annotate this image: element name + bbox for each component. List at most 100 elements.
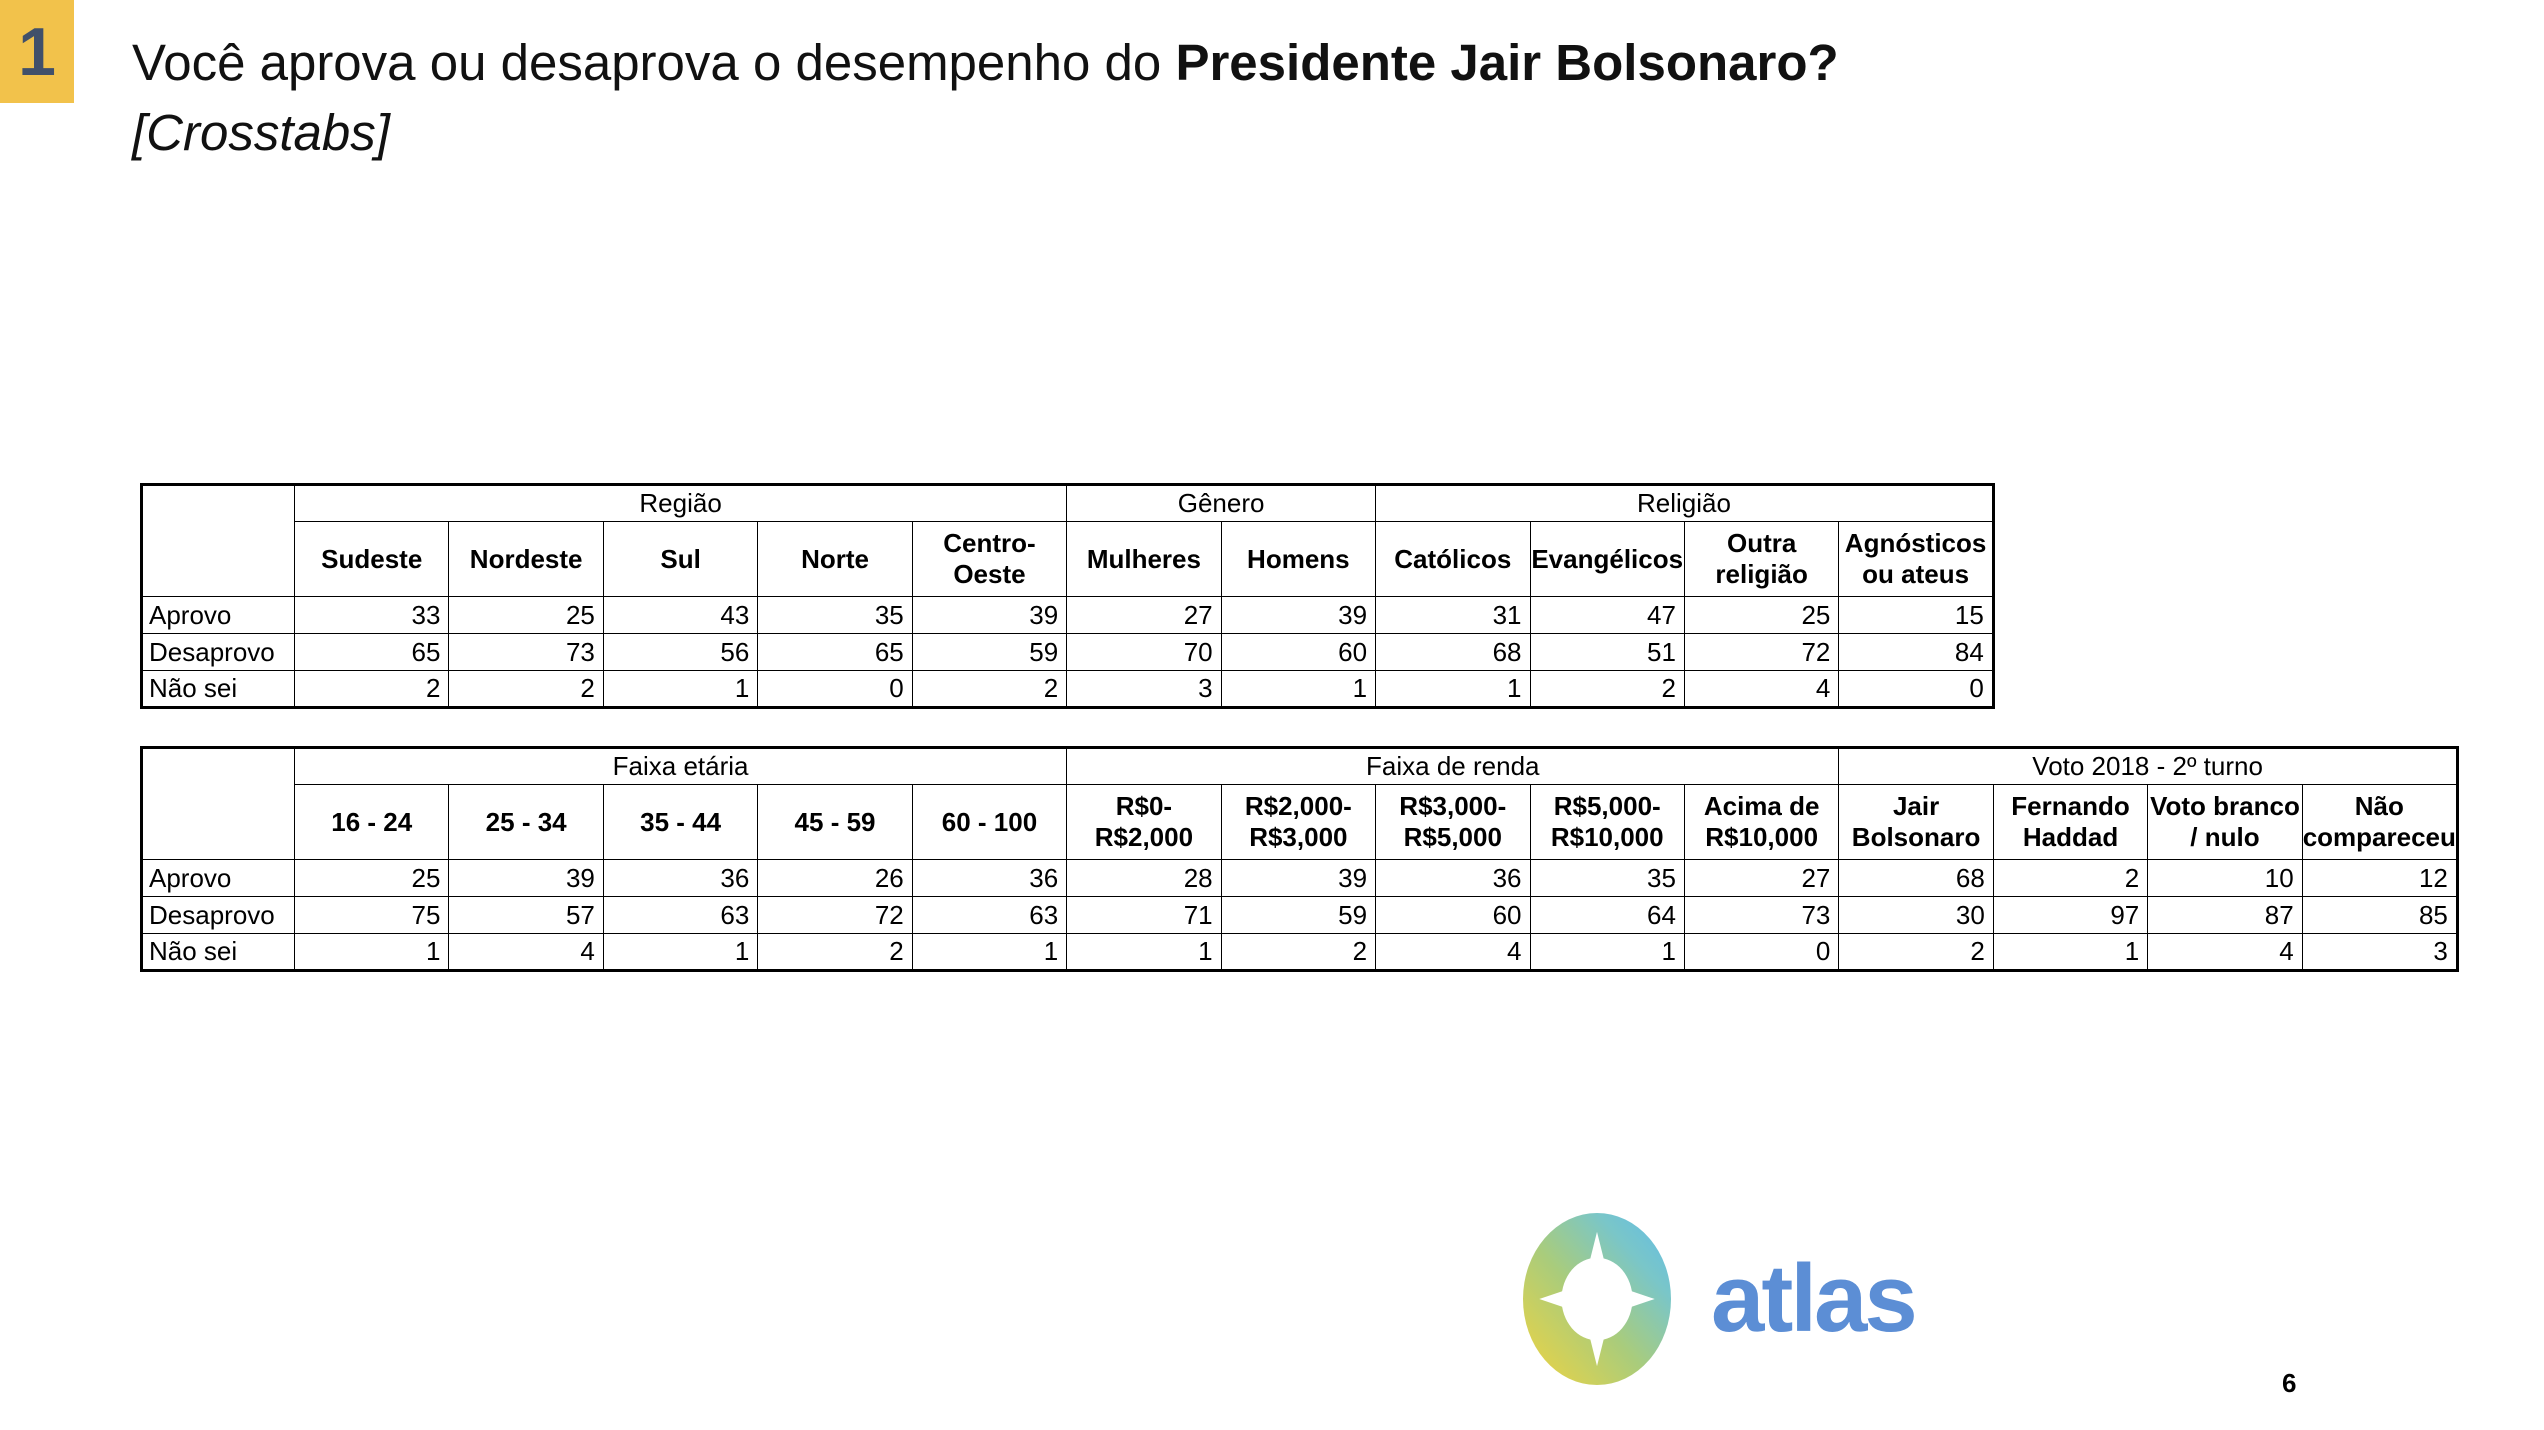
table1-value-cell: 2: [293, 670, 450, 708]
table2-column-header: R$2,000- R$3,000: [1220, 784, 1377, 860]
table1-value-cell: 47: [1529, 596, 1685, 634]
table1-value-cell: 73: [448, 633, 604, 671]
table2-value-cell: 87: [2147, 896, 2303, 934]
table2-value-cell: 2: [757, 933, 913, 971]
table1-value-cell: 51: [1529, 633, 1685, 671]
table1-value-cell: 84: [1838, 633, 1994, 671]
table2-value-cell: 39: [1220, 859, 1377, 897]
table2-value-cell: 72: [757, 896, 913, 934]
table1-value-cell: 4: [1683, 670, 1840, 708]
table1-value-cell: 70: [1066, 633, 1222, 671]
table1-value-cell: 59: [911, 633, 1068, 671]
table2-column-header: R$0- R$2,000: [1066, 784, 1222, 860]
table2-column-header: R$3,000- R$5,000: [1375, 784, 1531, 860]
table1-value-cell: 0: [757, 670, 913, 708]
table1-value-cell: 39: [1220, 596, 1377, 634]
table2-group-header: Voto 2018 - 2º turno: [1838, 747, 2458, 785]
table2-value-cell: 97: [1992, 896, 2149, 934]
table1-value-cell: 72: [1683, 633, 1840, 671]
table2-column-header: 25 - 34: [448, 784, 604, 860]
table2-column-header: 60 - 100: [911, 784, 1068, 860]
page-number: 6: [2282, 1368, 2297, 1398]
table1-row-label: Desaprovo: [141, 633, 295, 671]
table2-value-cell: 36: [602, 859, 759, 897]
table1-value-cell: 2: [911, 670, 1068, 708]
table2-value-cell: 2: [1838, 933, 1994, 971]
table1-value-cell: 35: [757, 596, 913, 634]
table1-column-header: Centro- Oeste: [911, 521, 1068, 597]
table2-value-cell: 30: [1838, 896, 1994, 934]
table2-value-cell: 3: [2301, 933, 2458, 971]
table1-value-cell: 2: [1529, 670, 1685, 708]
table2-value-cell: 63: [911, 896, 1068, 934]
table1-column-header: Agnósticos ou ateus: [1838, 521, 1994, 597]
crosstab-table-age-income-vote: Faixa etária Faixa de renda Voto 2018 - 2º…: [140, 746, 2459, 972]
table1-row-label: Não sei: [141, 670, 295, 708]
table2-row-label: Não sei: [141, 933, 295, 971]
slide-number-badge: 1: [0, 0, 74, 103]
table1-corner-cell: [141, 484, 295, 597]
table2-value-cell: 1: [1529, 933, 1685, 971]
table1-column-header: Sudeste: [293, 521, 450, 597]
table2-value-cell: 1: [1992, 933, 2149, 971]
table2-value-cell: 63: [602, 896, 759, 934]
table2-column-header: R$5,000- R$10,000: [1529, 784, 1685, 860]
table1-value-cell: 68: [1375, 633, 1531, 671]
table2-group-header: Faixa de renda: [1066, 747, 1840, 785]
table1-group-header: Região: [293, 484, 1068, 522]
table1-column-header: Outra religião: [1683, 521, 1840, 597]
table1-column-header: Evangélicos: [1529, 521, 1685, 597]
table2-column-header: Jair Bolsonaro: [1838, 784, 1994, 860]
table2-column-header: Fernando Haddad: [1992, 784, 2149, 860]
table2-value-cell: 73: [1683, 896, 1840, 934]
table2-value-cell: 35: [1529, 859, 1685, 897]
slide-number: 1: [18, 13, 56, 90]
table2-value-cell: 27: [1683, 859, 1840, 897]
crosstab-table-demographics: Região Gênero Religião Sudeste Nordeste Sul No…: [140, 483, 1995, 709]
slide-title: Você aprova ou desaprova o desempenho do…: [132, 28, 1839, 168]
table2-value-cell: 4: [1375, 933, 1531, 971]
atlas-logo: atlas: [1523, 1213, 1918, 1385]
table2-column-header: 45 - 59: [757, 784, 913, 860]
table2-value-cell: 71: [1066, 896, 1222, 934]
table1-value-cell: 43: [602, 596, 759, 634]
table2-value-cell: 59: [1220, 896, 1377, 934]
table2-column-header: 35 - 44: [602, 784, 759, 860]
table1-value-cell: 60: [1220, 633, 1377, 671]
table1-value-cell: 65: [293, 633, 450, 671]
table1-value-cell: 56: [602, 633, 759, 671]
table2-value-cell: 26: [757, 859, 913, 897]
table1-group-header: Religião: [1375, 484, 1994, 522]
table2-value-cell: 2: [1992, 859, 2149, 897]
table1-value-cell: 2: [448, 670, 604, 708]
table1-column-header: Católicos: [1375, 521, 1531, 597]
table2-value-cell: 1: [293, 933, 450, 971]
title-line: Você aprova ou desaprova o desempenho do…: [132, 28, 1839, 98]
table2-value-cell: 39: [448, 859, 604, 897]
title-bold: Presidente Jair Bolsonaro?: [1175, 34, 1839, 91]
table1-value-cell: 3: [1066, 670, 1222, 708]
table1-column-header: Mulheres: [1066, 521, 1222, 597]
table2-value-cell: 1: [1066, 933, 1222, 971]
table2-value-cell: 68: [1838, 859, 1994, 897]
table2-column-header: 16 - 24: [293, 784, 450, 860]
table2-value-cell: 0: [1683, 933, 1840, 971]
table2-row-label: Aprovo: [141, 859, 295, 897]
table2-value-cell: 4: [448, 933, 604, 971]
table1-column-header: Nordeste: [448, 521, 604, 597]
table2-value-cell: 2: [1220, 933, 1377, 971]
table2-value-cell: 1: [911, 933, 1068, 971]
table2-value-cell: 36: [911, 859, 1068, 897]
table2-row-label: Desaprovo: [141, 896, 295, 934]
table1-value-cell: 0: [1838, 670, 1994, 708]
table1-value-cell: 31: [1375, 596, 1531, 634]
table1-column-header: Sul: [602, 521, 759, 597]
table1-value-cell: 25: [1683, 596, 1840, 634]
table1-row-label: Aprovo: [141, 596, 295, 634]
table1-value-cell: 39: [911, 596, 1068, 634]
table2-value-cell: 64: [1529, 896, 1685, 934]
table2-value-cell: 28: [1066, 859, 1222, 897]
table2-column-header: Voto branco / nulo: [2147, 784, 2303, 860]
atlas-logo-text: atlas: [1711, 1245, 1918, 1352]
table1-column-header: Homens: [1220, 521, 1377, 597]
